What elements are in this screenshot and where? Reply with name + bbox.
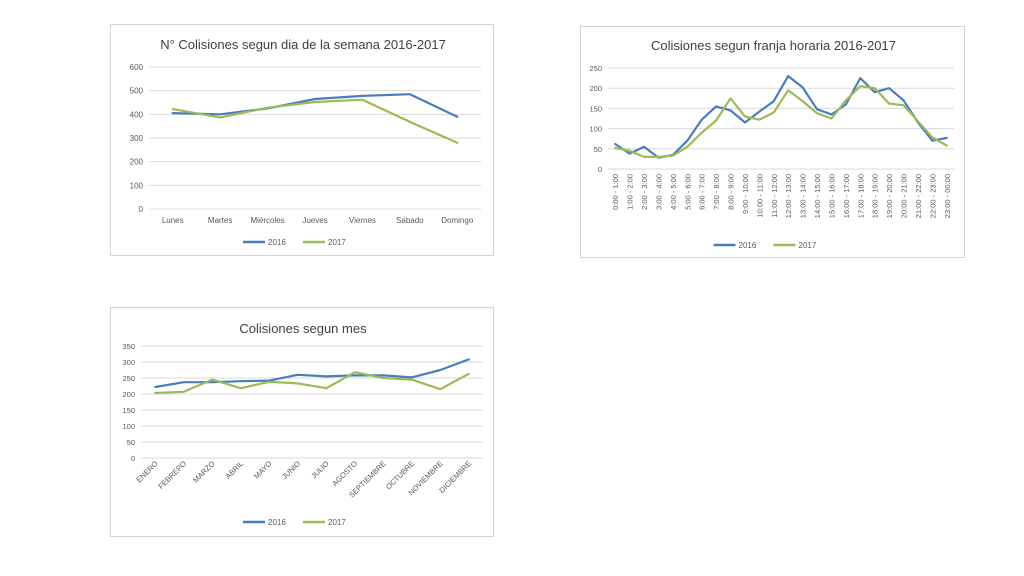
x-tick-label: 11:00 - 12:00 [770,174,779,218]
y-tick-label: 100 [130,181,144,190]
x-tick-label: 19:00 - 20:00 [885,174,894,218]
x-tick-label: Martes [208,216,232,225]
x-tick-label: 23:00 - 00:00 [943,174,952,218]
y-tick-label: 300 [130,134,144,143]
series-line-2017 [614,85,948,158]
x-tick-label: 22:00 - 23:00 [928,174,937,218]
chart-colisiones-mes: Colisiones segun mes 0 50 100 150 200 250 300 35… [110,307,494,537]
y-tick-label: 200 [122,390,135,399]
chart-svg-franja: Colisiones segun franja horaria 2016-201… [589,38,954,250]
chart-colisiones-dia: N° Colisiones segun dia de la semana 201… [110,24,494,256]
x-tick-label: 17:00 - 18:00 [856,174,865,218]
x-tick-label: 4:00 - 5:00 [669,174,678,210]
x-tick-label: 1:00 - 2:00 [626,174,635,210]
y-tick-label: 50 [127,438,135,447]
x-tick-label: 0:00 - 1:00 [611,174,620,210]
x-tick-label: 8:00 - 9:00 [727,174,736,210]
y-tick-label: 0 [139,205,144,214]
y-tick-label: 150 [122,406,135,415]
y-tick-label: 250 [122,374,135,383]
x-tick-label: 9:00 - 10:00 [741,174,750,214]
x-tick-label: 6:00 - 7:00 [698,174,707,210]
x-tick-label: 15:00 - 16:00 [827,174,836,218]
x-tick-label: 12:00 - 13:00 [784,174,793,218]
x-tick-label: Jueves [302,216,327,225]
chart-title: N° Colisiones segun dia de la semana 201… [160,37,446,52]
x-tick-label: ENERO [134,459,159,484]
x-tick-label: 16:00 - 17:00 [842,174,851,218]
x-tick-label: 21:00 - 22:00 [914,174,923,218]
y-tick-label: 150 [589,104,602,113]
x-tick-label: 14:00 - 15:00 [813,174,822,218]
x-tick-label: JULIO [309,459,331,481]
x-tick-label: AGOSTO [330,459,359,488]
y-tick-label: 200 [130,158,144,167]
y-tick-label: 350 [122,342,135,351]
y-tick-label: 600 [130,63,144,72]
x-tick-label: JUNIO [280,459,302,481]
x-tick-label: 18:00 - 19:00 [871,174,880,218]
y-tick-label: 300 [122,358,135,367]
x-tick-label: MARZO [191,459,217,485]
x-tick-label: 3:00 - 4:00 [654,174,663,210]
x-tick-label: 2:00 - 3:00 [640,174,649,210]
y-tick-label: 200 [589,84,602,93]
x-tick-label: 5:00 - 6:00 [683,174,692,210]
chart-title: Colisiones segun mes [239,321,367,336]
y-tick-label: 100 [589,125,602,134]
y-tick-label: 250 [589,64,602,73]
legend-label: 2016 [268,518,286,527]
x-tick-label: ABRIL [223,459,245,481]
legend-label: 2016 [268,238,286,247]
series-line-2017 [171,98,459,144]
y-tick-label: 0 [131,454,135,463]
legend-label: 2017 [328,238,346,247]
series-line-2017 [154,371,470,395]
x-tick-label: Sábado [396,216,424,225]
chart-colisiones-franja: Colisiones segun franja horaria 2016-201… [580,26,965,258]
x-tick-label: Viernes [349,216,376,225]
x-tick-label: 10:00 - 11:00 [755,174,764,218]
legend-label: 2017 [799,241,817,250]
legend-label: 2017 [328,518,346,527]
y-tick-label: 500 [130,87,144,96]
y-tick-label: 400 [130,110,144,119]
x-tick-label: 7:00 - 8:00 [712,174,721,210]
x-tick-label: FEBREPO [156,459,188,491]
chart-title: Colisiones segun franja horaria 2016-201… [651,38,896,53]
y-tick-label: 100 [122,422,135,431]
x-tick-label: MAYO [252,459,274,481]
y-tick-label: 0 [598,165,602,174]
x-tick-label: Lunes [162,216,184,225]
series-line-2016 [171,93,459,118]
x-tick-label: 13:00 - 14:00 [799,174,808,218]
chart-svg-dia: N° Colisiones segun dia de la semana 201… [130,37,481,247]
x-tick-label: Domingo [441,216,474,225]
chart-svg-mes: Colisiones segun mes 0 50 100 150 200 250 300 35… [122,321,483,527]
legend-label: 2016 [739,241,757,250]
x-tick-label: Miércoles [250,216,284,225]
x-tick-label: 20:00 - 21:00 [900,174,909,218]
y-tick-label: 50 [594,145,602,154]
